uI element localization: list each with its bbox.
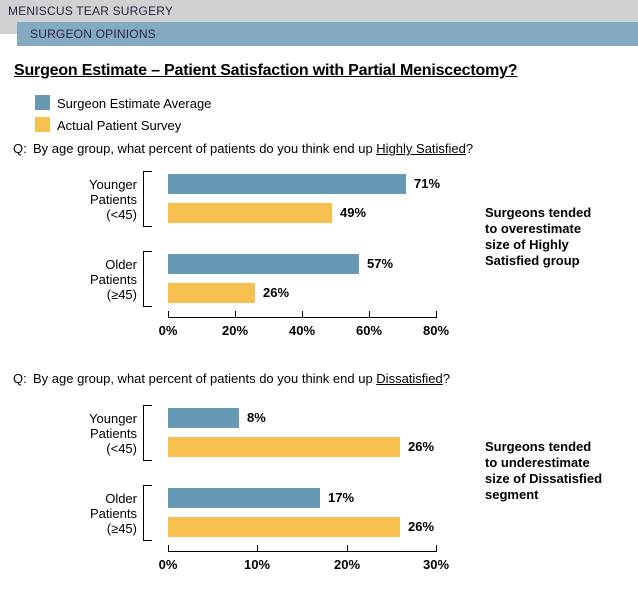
page-title: Surgeon Estimate – Patient Satisfaction …	[14, 62, 518, 79]
axis-tick-icon	[436, 311, 437, 317]
group-bracket	[143, 405, 152, 461]
bar-estimate	[168, 174, 406, 194]
category-label: Younger Patients (<45)	[89, 177, 137, 222]
actual-swatch-icon	[35, 117, 50, 132]
group-bracket	[143, 251, 152, 307]
axis-tick-label: 0%	[158, 323, 178, 338]
axis-tick-label: 10%	[243, 557, 271, 572]
side-note: Surgeons tended to underestimate size of D…	[485, 439, 603, 502]
value-label: 26%	[408, 519, 435, 534]
axis-tick-icon	[235, 311, 236, 317]
question-prefix: Q:	[13, 371, 27, 386]
bar-estimate	[168, 488, 320, 508]
category-label: Older Patients (≥45)	[90, 257, 137, 302]
axis-tick-icon	[168, 311, 169, 317]
axis-tick-icon	[302, 311, 303, 317]
section-bar: SURGEON OPINIONS	[17, 22, 638, 46]
bar-actual	[168, 283, 255, 303]
value-label: 71%	[414, 176, 441, 191]
bar-actual	[168, 203, 332, 223]
axis-tick-label: 30%	[422, 557, 450, 572]
bar-actual	[168, 517, 400, 537]
value-label: 49%	[340, 205, 367, 220]
axis-tick-label: 20%	[333, 557, 361, 572]
x-axis-line	[168, 551, 437, 552]
axis-tick-label: 20%	[221, 323, 249, 338]
value-label: 26%	[408, 439, 435, 454]
category-label: Younger Patients (<45)	[89, 411, 137, 456]
axis-tick-icon	[369, 311, 370, 317]
axis-tick-icon	[347, 545, 348, 551]
section-title: SURGEON OPINIONS	[30, 27, 156, 41]
axis-tick-label: 80%	[422, 323, 450, 338]
axis-tick-icon	[257, 545, 258, 551]
category-label: Older Patients (≥45)	[90, 491, 137, 536]
group-bracket	[143, 485, 152, 541]
value-label: 8%	[247, 410, 266, 425]
estimate-swatch-icon	[35, 95, 50, 110]
chart-dissatisfied: Younger Patients (<45) 8% 26% Older Patients (≥…	[0, 405, 638, 580]
axis-tick-icon	[436, 545, 437, 551]
value-label: 57%	[367, 256, 394, 271]
x-axis-line	[168, 317, 437, 318]
side-note: Surgeons tended to overestimate size of Hi…	[485, 205, 592, 268]
breadcrumb: MENISCUS TEAR SURGERY	[8, 4, 174, 18]
bar-estimate	[168, 408, 239, 428]
question-text: By age group, what percent of patients d…	[33, 371, 450, 386]
axis-tick-label: 0%	[158, 557, 178, 572]
axis-tick-label: 60%	[355, 323, 383, 338]
legend-label: Surgeon Estimate Average	[57, 96, 212, 111]
value-label: 17%	[328, 490, 355, 505]
axis-tick-icon	[168, 545, 169, 551]
chart-highly-satisfied: Younger Patients (<45) 71% 49% Older Patients(…	[0, 171, 638, 346]
question-prefix: Q:	[13, 141, 27, 156]
value-label: 26%	[263, 285, 290, 300]
bar-estimate	[168, 254, 359, 274]
group-bracket	[143, 171, 152, 227]
legend-label: Actual Patient Survey	[57, 118, 182, 133]
question-text: By age group, what percent of patients d…	[33, 141, 474, 156]
axis-tick-label: 40%	[288, 323, 316, 338]
bar-actual	[168, 437, 400, 457]
